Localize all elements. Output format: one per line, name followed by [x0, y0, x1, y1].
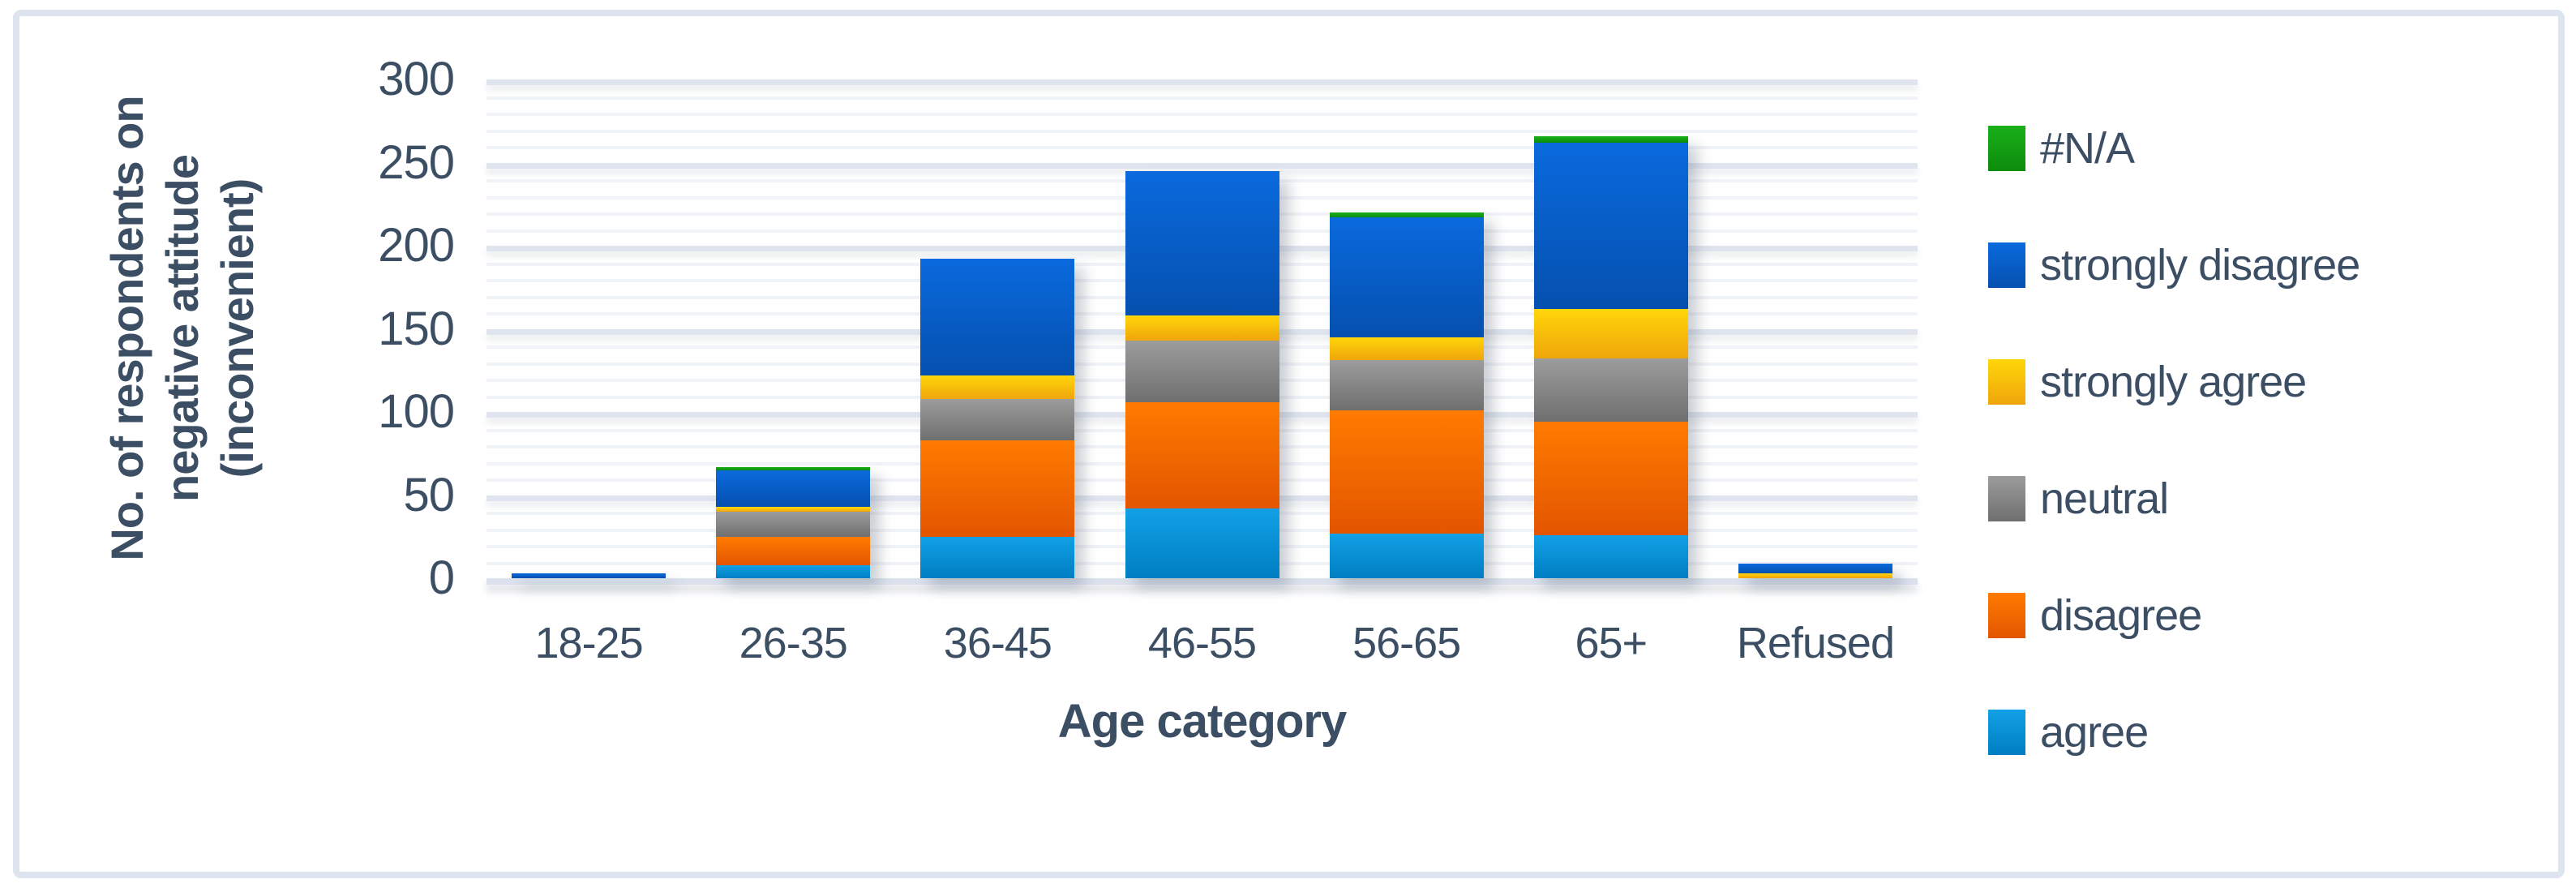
- x-axis-line: [486, 578, 1918, 585]
- bar-segment-neutral: [716, 512, 871, 537]
- bar-segment-strongly disagree: [920, 259, 1075, 375]
- bar-segment-neutral: [1533, 358, 1688, 423]
- bar-segment-strongly disagree: [1738, 563, 1892, 573]
- legend-swatch-icon: [1988, 593, 2025, 638]
- stacked-bar-Refused: [1738, 563, 1892, 578]
- legend-label: neutral: [2040, 474, 2169, 523]
- legend-swatch-icon: [1988, 359, 2025, 405]
- y-axis-title-line: negative attitude: [156, 155, 208, 502]
- x-tick-label: 56-65: [1352, 619, 1461, 667]
- legend-label: strongly disagree: [2040, 241, 2360, 290]
- bar-segment-disagree: [920, 440, 1075, 537]
- legend-swatch-icon: [1988, 242, 2025, 288]
- bar-segment-strongly agree: [1738, 573, 1892, 578]
- y-tick-label: 0: [428, 551, 455, 604]
- bar-segment-agree: [1125, 508, 1279, 578]
- y-axis-title: No. of respondents on negative attitude …: [100, 0, 270, 685]
- legend-item: disagree: [1988, 590, 2360, 641]
- legend-item: agree: [1988, 707, 2360, 757]
- y-axis-title-line: No. of respondents on: [101, 96, 152, 561]
- bar-segment-#N/A: [1533, 135, 1688, 143]
- stacked-bar-65+: [1533, 135, 1688, 578]
- legend-label: #N/A: [2040, 124, 2135, 173]
- x-tick-label: 46-55: [1147, 619, 1257, 667]
- x-axis-title: Age category: [1057, 695, 1347, 748]
- bar-segment-strongly disagree: [716, 470, 871, 507]
- y-tick-label: 100: [378, 385, 455, 438]
- stacked-bar-18-25: [512, 573, 667, 578]
- bar-segment-disagree: [716, 536, 871, 565]
- minor-gridline: [486, 146, 1918, 149]
- stacked-bar-36-45: [920, 259, 1075, 578]
- y-tick-label: 150: [378, 302, 455, 355]
- major-gridline: [486, 162, 1918, 169]
- y-tick-label: 300: [378, 53, 455, 105]
- legend-item: #N/A: [1988, 123, 2360, 174]
- y-tick-label: 50: [403, 468, 455, 521]
- bar-segment-#N/A: [1329, 212, 1484, 218]
- minor-gridline: [486, 96, 1918, 100]
- legend-swatch-icon: [1988, 476, 2025, 521]
- bar-segment-strongly disagree: [1125, 170, 1279, 316]
- x-tick-label: 18-25: [534, 619, 644, 667]
- x-tick-label: 65+: [1575, 619, 1648, 667]
- legend-item: neutral: [1988, 474, 2360, 524]
- bar-segment-strongly agree: [920, 375, 1075, 399]
- legend-label: disagree: [2040, 591, 2202, 640]
- x-tick-label: 36-45: [943, 619, 1052, 667]
- stacked-bar-56-65: [1329, 212, 1484, 578]
- legend: #N/A strongly disagree strongly agree neutr…: [1988, 123, 2360, 824]
- legend-swatch-icon: [1988, 126, 2025, 171]
- bar-segment-strongly disagree: [1329, 217, 1484, 337]
- bar-segment-strongly disagree: [512, 573, 667, 578]
- y-tick-label: 200: [378, 219, 455, 272]
- bar-segment-strongly agree: [716, 506, 871, 512]
- bar-segment-strongly agree: [1329, 337, 1484, 361]
- bar-segment-agree: [1329, 533, 1484, 578]
- bar-segment-agree: [1533, 534, 1688, 578]
- legend-label: strongly agree: [2040, 358, 2307, 406]
- bar-segment-agree: [920, 536, 1075, 578]
- bar-segment-neutral: [1329, 360, 1484, 410]
- legend-item: strongly disagree: [1988, 240, 2360, 290]
- legend-swatch-icon: [1988, 710, 2025, 755]
- chart-frame-border: [13, 10, 2565, 878]
- bar-segment-neutral: [1125, 340, 1279, 402]
- minor-gridline: [486, 129, 1918, 133]
- legend-label: agree: [2040, 708, 2149, 757]
- y-axis-title-line: (inconvenient): [212, 178, 263, 478]
- minor-gridline: [486, 113, 1918, 116]
- x-tick-label: Refused: [1736, 619, 1895, 667]
- bar-segment-strongly disagree: [1533, 142, 1688, 309]
- bar-segment-agree: [716, 564, 871, 578]
- major-gridline: [486, 79, 1918, 85]
- bar-segment-strongly agree: [1533, 308, 1688, 359]
- bar-segment-disagree: [1533, 422, 1688, 535]
- x-tick-label: 26-35: [739, 619, 848, 667]
- bar-segment-#N/A: [716, 466, 871, 470]
- y-tick-label: 250: [378, 135, 455, 189]
- bar-segment-strongly agree: [1125, 315, 1279, 341]
- stacked-bar-46-55: [1125, 170, 1279, 578]
- bar-segment-disagree: [1329, 410, 1484, 534]
- stacked-bar-26-35: [716, 466, 871, 578]
- bar-segment-disagree: [1125, 401, 1279, 508]
- legend-item: strongly agree: [1988, 357, 2360, 407]
- bar-segment-neutral: [920, 398, 1075, 440]
